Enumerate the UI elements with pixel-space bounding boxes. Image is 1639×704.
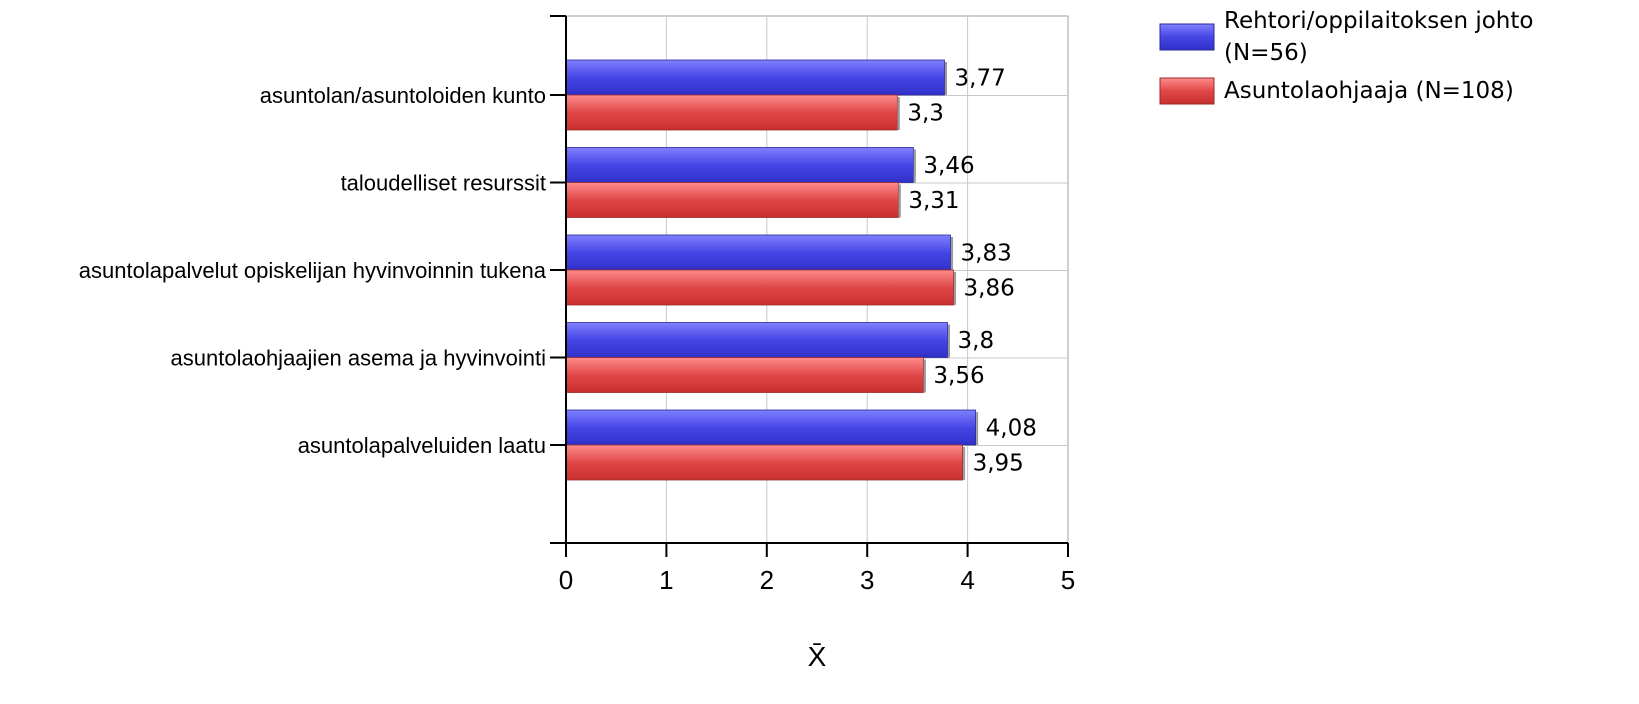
data-label: 4,08 bbox=[986, 416, 1037, 442]
category-label: asuntolapalvelut opiskelijan hyvinvoinni… bbox=[79, 258, 547, 283]
bar-series-1 bbox=[565, 147, 914, 183]
x-tick-label: 2 bbox=[760, 565, 774, 595]
x-tick-label: 5 bbox=[1061, 565, 1075, 595]
legend-item-1: Rehtori/oppilaitoksen johto (N=56) bbox=[1159, 8, 1533, 66]
bar-series-1 bbox=[565, 322, 948, 358]
category-label: asuntolan/asuntoloiden kunto bbox=[260, 83, 546, 108]
data-label: 3,3 bbox=[907, 101, 944, 127]
axes bbox=[550, 15, 1069, 557]
legend-item-2: Asuntolaohjaaja (N=108) bbox=[1159, 77, 1514, 105]
category-label: taloudelliset resurssit bbox=[341, 171, 546, 196]
x-tick-label: 1 bbox=[659, 565, 673, 595]
bar-series-2 bbox=[565, 357, 924, 393]
category-label: asuntolapalveluiden laatu bbox=[298, 433, 546, 458]
data-label: 3,31 bbox=[908, 188, 959, 214]
bar-series-2 bbox=[565, 444, 963, 481]
legend-label: (N=56) bbox=[1224, 40, 1308, 66]
data-label: 3,95 bbox=[973, 451, 1024, 477]
data-label: 3,77 bbox=[955, 66, 1006, 92]
data-label: 3,8 bbox=[958, 328, 995, 354]
category-label: asuntolaohjaajien asema ja hyvinvointi bbox=[171, 346, 546, 371]
bars bbox=[565, 59, 979, 481]
legend-label: Asuntolaohjaaja (N=108) bbox=[1224, 78, 1514, 104]
bar-series-1 bbox=[565, 59, 945, 96]
bar-series-1 bbox=[565, 409, 977, 446]
data-label: 3,86 bbox=[964, 276, 1015, 302]
legend-swatch bbox=[1159, 23, 1215, 51]
bar-series-2 bbox=[565, 94, 898, 131]
data-label: 3,83 bbox=[961, 241, 1012, 267]
bar-series-2 bbox=[565, 269, 954, 306]
bar-series-2 bbox=[565, 182, 899, 218]
data-label: 3,46 bbox=[923, 153, 974, 179]
bar-series-1 bbox=[565, 234, 951, 271]
x-axis-title: X̄ bbox=[808, 641, 827, 672]
data-label: 3,56 bbox=[933, 363, 984, 389]
x-tick-label: 0 bbox=[559, 565, 573, 595]
legend-label: Rehtori/oppilaitoksen johto bbox=[1224, 8, 1533, 34]
labels: 3,77 3,46 3,83 3,8 4,08 3,3 3,31 3,86 3,56 3,95 as… bbox=[79, 66, 1075, 673]
x-tick-label: 4 bbox=[960, 565, 974, 595]
x-tick-label: 3 bbox=[860, 565, 874, 595]
legend: Rehtori/oppilaitoksen johto (N=56) Asuntol… bbox=[1159, 8, 1533, 105]
legend-swatch bbox=[1159, 77, 1215, 105]
